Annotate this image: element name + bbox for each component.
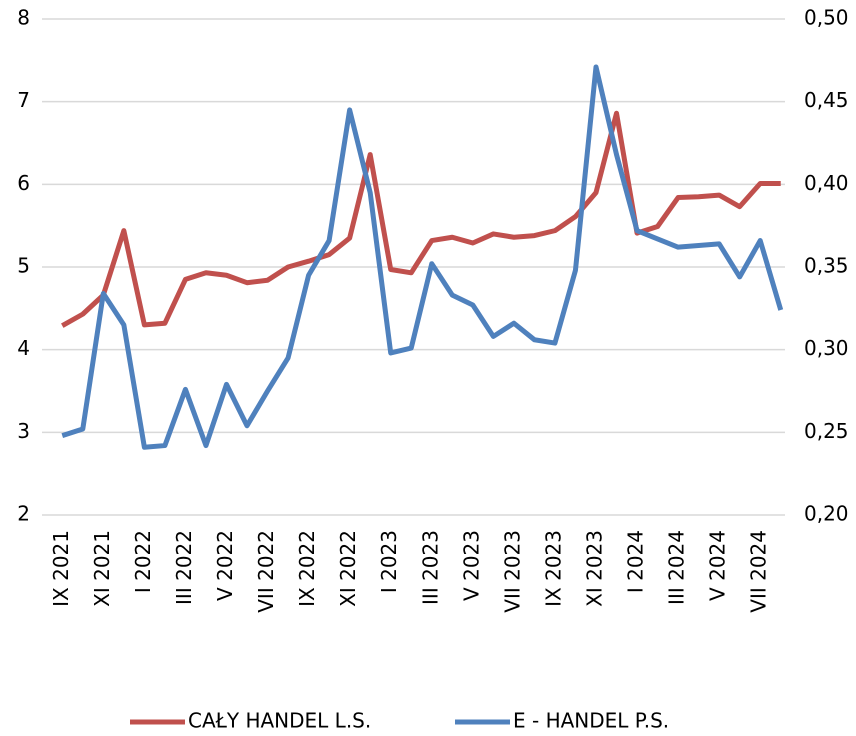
y-tick-label: 6 <box>17 171 30 195</box>
x-tick-label: VII 2023 <box>500 530 524 613</box>
y-tick-label: 7 <box>17 88 30 112</box>
x-tick-label: V 2023 <box>459 530 483 601</box>
y2-tick-label: 0,45 <box>804 88 849 112</box>
y2-tick-label: 0,25 <box>804 419 849 443</box>
x-tick-label: III 2024 <box>665 530 689 605</box>
legend-label: CAŁY HANDEL L.S. <box>188 709 371 733</box>
legend-label: E - HANDEL P.S. <box>513 709 669 733</box>
y-tick-label: 5 <box>17 254 30 278</box>
x-tick-label: IX 2021 <box>49 530 73 607</box>
x-tick-label: XI 2022 <box>336 530 360 607</box>
x-tick-label: V 2022 <box>213 530 237 601</box>
series-line <box>61 64 784 450</box>
x-tick-label: I 2023 <box>377 530 401 593</box>
x-tick-label: III 2023 <box>418 530 442 605</box>
x-tick-label: XI 2021 <box>90 530 114 607</box>
x-tick-label: VII 2022 <box>254 530 278 613</box>
x-tick-label: V 2024 <box>706 530 730 601</box>
y2-tick-label: 0,30 <box>804 336 849 360</box>
x-tick-label: I 2022 <box>131 530 155 593</box>
x-tick-label: III 2022 <box>172 530 196 605</box>
y-tick-label: 4 <box>17 336 30 360</box>
y2-tick-label: 0,20 <box>804 502 849 526</box>
series-line <box>61 110 781 328</box>
x-tick-label: I 2024 <box>624 530 648 593</box>
y-tick-label: 2 <box>17 502 30 526</box>
y2-tick-label: 0,50 <box>804 6 849 30</box>
y-tick-label: 3 <box>17 419 30 443</box>
y2-tick-label: 0,35 <box>804 254 849 278</box>
x-tick-label: IX 2022 <box>295 530 319 607</box>
y-tick-label: 8 <box>17 6 30 30</box>
x-tick-label: VII 2024 <box>747 530 771 613</box>
y2-tick-label: 0,40 <box>804 171 849 195</box>
x-tick-label: XI 2023 <box>582 530 606 607</box>
x-tick-label: IX 2023 <box>541 530 565 607</box>
